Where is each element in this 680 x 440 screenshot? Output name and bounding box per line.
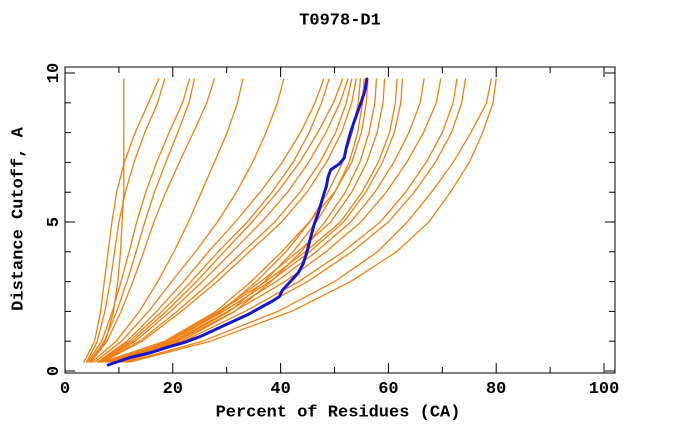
- model-curve: [117, 78, 425, 363]
- y-axis-label: Distance Cutoff, A: [9, 127, 29, 311]
- model-curve: [126, 78, 492, 363]
- model-curve: [104, 78, 362, 363]
- model-curve: [115, 78, 404, 363]
- model-curve: [118, 78, 442, 363]
- model-curve: [90, 78, 215, 363]
- model-curve: [98, 78, 344, 363]
- model-curve: [113, 78, 398, 363]
- model-curve: [102, 78, 369, 363]
- x-tick-label: 100: [589, 380, 620, 399]
- model-curve: [123, 78, 467, 363]
- model-curve: [97, 78, 330, 363]
- y-tick-label: 0: [45, 366, 64, 376]
- highlighted-model-curve: [106, 77, 369, 367]
- x-tick-label: 60: [378, 380, 398, 399]
- model-curve: [129, 78, 497, 363]
- x-axis-label: Percent of Residues (CA): [215, 403, 461, 423]
- model-curve: [96, 78, 325, 363]
- model-curve: [93, 78, 285, 363]
- y-tick-label: 5: [45, 217, 64, 227]
- model-curve: [91, 78, 244, 363]
- model-curve: [102, 78, 357, 363]
- plot-frame: [64, 66, 616, 374]
- plot-title: T0978-D1: [299, 11, 381, 31]
- model-curve: [99, 78, 349, 363]
- model-curve: [120, 78, 458, 363]
- model-curve: [88, 78, 196, 363]
- y-tick-label: 10: [45, 63, 64, 83]
- x-tick-label: 80: [486, 380, 506, 399]
- x-tick-label: 40: [270, 380, 290, 399]
- model-curve: [110, 78, 378, 363]
- model-curve: [88, 78, 125, 363]
- model-curve: [101, 78, 353, 363]
- model-curve: [86, 78, 191, 363]
- model-curve: [85, 78, 166, 363]
- x-tick-label: 0: [60, 380, 70, 399]
- x-tick-label: 20: [163, 380, 183, 399]
- model-curve: [83, 78, 160, 363]
